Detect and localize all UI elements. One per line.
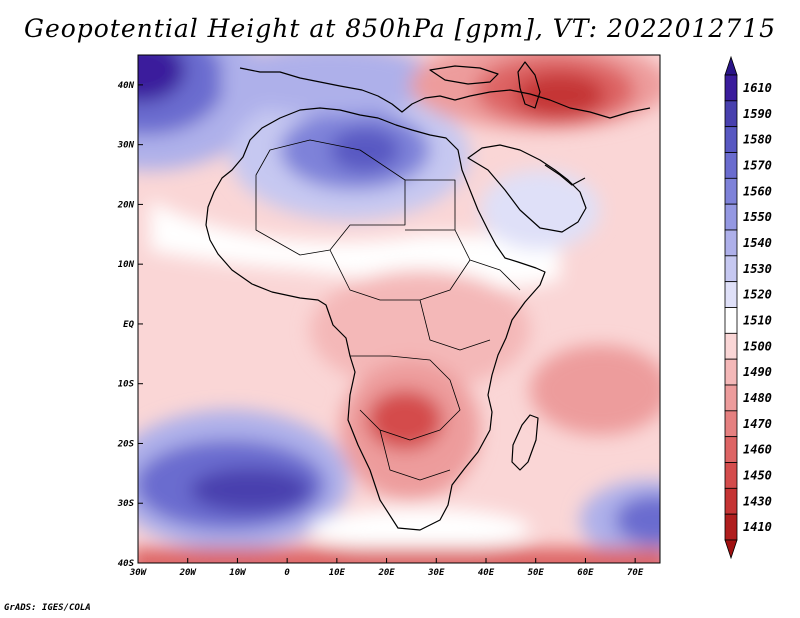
- lon-tick-label: 30W: [129, 568, 148, 578]
- colorbar-label: 1590: [743, 107, 772, 121]
- colorbar-swatch: [724, 358, 738, 386]
- colorbar-label: 1530: [743, 262, 772, 276]
- lat-tick-label: 30S: [117, 499, 135, 509]
- colorbar-label: 1410: [743, 520, 772, 534]
- lat-tick-label: 40N: [118, 81, 135, 91]
- colorbar-label: 1550: [743, 210, 772, 224]
- black-sea-coastline: [429, 65, 499, 85]
- lat-tick-label: 20S: [117, 439, 135, 449]
- colorbar-swatch: [724, 255, 738, 283]
- lon-tick-label: 10E: [329, 568, 346, 578]
- geopotential-field: [138, 55, 660, 563]
- colorbar-swatch: [724, 100, 738, 128]
- colorbar-swatch: [724, 203, 738, 231]
- lat-tick-label: 10N: [118, 260, 135, 270]
- colorbar: 1610 1590 1580 1570 1560 1550 1540 1530 1520 1510…: [724, 55, 772, 560]
- lon-tick-label: 30E: [427, 568, 445, 578]
- lon-tick-label: 70E: [627, 568, 644, 578]
- colorbar-swatch: [724, 487, 738, 515]
- colorbar-top-arrow: [724, 55, 738, 76]
- arabia-coastline: [467, 144, 587, 233]
- colorbar-swatch: [724, 462, 738, 489]
- africa-coastline: [205, 107, 546, 531]
- lon-tick-label: 0: [284, 568, 290, 578]
- lat-tick-label: 30N: [117, 141, 135, 151]
- colorbar-label: 1480: [743, 391, 772, 405]
- madagascar-coastline: [511, 414, 539, 471]
- colorbar-swatch: [724, 436, 738, 463]
- lon-tick-label: 10W: [229, 568, 247, 578]
- lat-tick-label: 20N: [117, 200, 135, 210]
- colorbar-swatch: [724, 513, 738, 541]
- colorbar-label: 1430: [743, 494, 772, 508]
- coastlines: [205, 61, 651, 531]
- gulf-coastline: [544, 164, 586, 186]
- colorbar-label: 1580: [743, 133, 772, 147]
- colorbar-swatch: [724, 307, 738, 334]
- colorbar-label: 1610: [743, 81, 772, 95]
- colorbar-label: 1510: [743, 313, 772, 327]
- country-borders: [255, 139, 521, 481]
- caspian-coastline: [517, 61, 541, 109]
- colorbar-label: 1470: [743, 417, 772, 431]
- colorbar-swatch: [724, 229, 738, 257]
- colorbar-label: 1520: [743, 288, 772, 302]
- colorbar-label: 1560: [743, 184, 772, 198]
- plot-frame: [137, 54, 661, 564]
- colorbar-swatch: [724, 332, 738, 360]
- lon-tick-label: 20W: [179, 568, 198, 578]
- lat-tick-label: 10S: [118, 380, 135, 390]
- colorbar-label: 1490: [743, 365, 772, 379]
- lon-tick-label: 40E: [478, 568, 495, 578]
- lon-tick-label: 50E: [528, 568, 545, 578]
- credit-label: GrADS: IGES/COLA: [4, 603, 91, 613]
- colorbar-label: 1570: [743, 158, 772, 172]
- colorbar-swatch: [724, 410, 738, 438]
- colorbar-swatch: [724, 384, 738, 412]
- colorbar-swatch: [724, 74, 738, 102]
- colorbar-bottom-arrow: [724, 539, 738, 560]
- lat-tick-label: EQ: [123, 320, 134, 330]
- colorbar-label: 1540: [743, 236, 772, 250]
- colorbar-swatch: [724, 152, 738, 179]
- europe-coastline: [239, 67, 651, 119]
- colorbar-swatch: [724, 281, 738, 308]
- colorbar-label: 1460: [743, 443, 772, 457]
- lon-tick-label: 20E: [377, 568, 395, 578]
- colorbar-swatch: [724, 177, 738, 205]
- colorbar-label: 1500: [743, 339, 772, 353]
- lat-tick-label: 40S: [118, 559, 135, 569]
- axis-ticks: 30W 20W 10W 0 10E 20E 30E 40E 50E 60E 70E 40N 30N 20N…: [117, 81, 644, 578]
- chart-title: Geopotential Height at 850hPa [gpm], VT:…: [23, 14, 777, 43]
- colorbar-swatch: [724, 126, 738, 153]
- colorbar-label: 1450: [743, 468, 772, 482]
- lon-tick-label: 60E: [577, 568, 594, 578]
